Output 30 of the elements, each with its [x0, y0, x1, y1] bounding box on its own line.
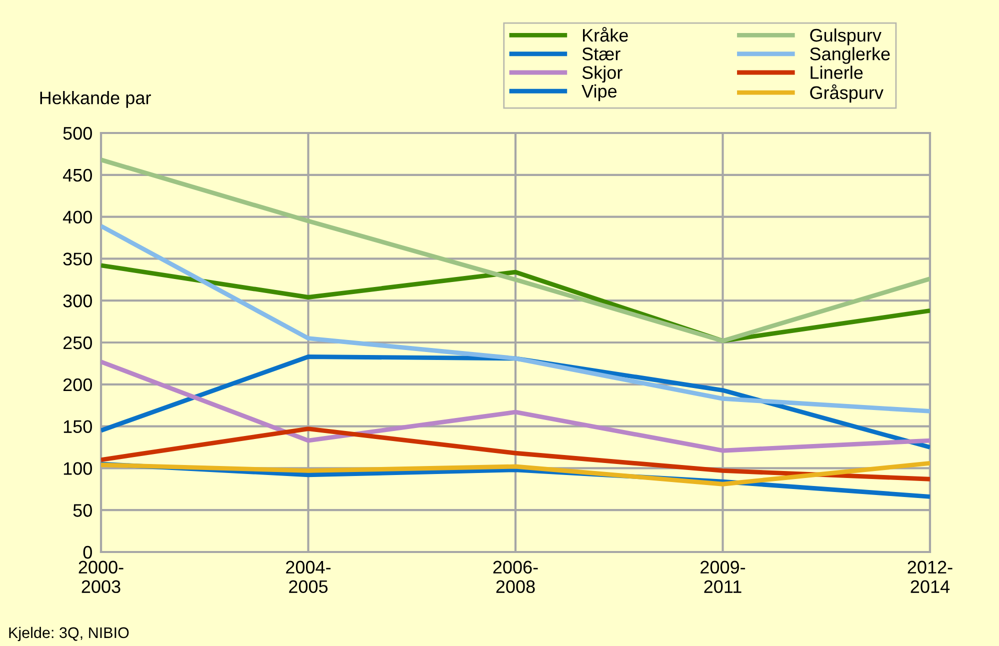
line-series [101, 460, 930, 486]
x-tick-label: 2006- 2008 [493, 560, 538, 594]
text: Kjelde: 3Q, NIBIO [9, 626, 129, 642]
y-tick-label: 150 [64, 420, 92, 434]
line-series [101, 224, 930, 414]
y-tick-label: 500 [63, 126, 92, 140]
line-series [101, 426, 930, 482]
legend-label: Gulspurv [810, 28, 882, 46]
line-series [101, 158, 930, 344]
legend-label: Linerle [810, 66, 863, 79]
y-tick-label: 100 [64, 462, 92, 475]
y-tick-label: 50 [73, 504, 92, 517]
x-tick-label: 2012- 2014 [908, 560, 952, 594]
legend-label: Gråspurv [810, 84, 884, 103]
legend-label: Sanglerke [810, 47, 890, 64]
y-tick-label: 450 [62, 168, 92, 182]
y-tick-label: 300 [63, 294, 92, 308]
x-tick-label: 2009- 2011 [700, 560, 746, 594]
y-tick-label: 200 [63, 378, 92, 392]
y-axis-title: Hekkande par [40, 91, 151, 108]
legend-label: Vipe [582, 84, 617, 102]
y-tick-label: 250 [63, 336, 92, 350]
legend-label: Stær [582, 48, 620, 60]
legend-label: Skjor [582, 66, 622, 83]
y-tick-label: 350 [63, 252, 92, 266]
x-tick-label: 2004- 2005 [286, 560, 331, 594]
legend-label: Kråke [583, 26, 628, 42]
y-tick-label: 400 [62, 210, 92, 224]
y-tick-label: 0 [83, 546, 92, 559]
x-tick-label: 2000- 2003 [78, 560, 124, 594]
